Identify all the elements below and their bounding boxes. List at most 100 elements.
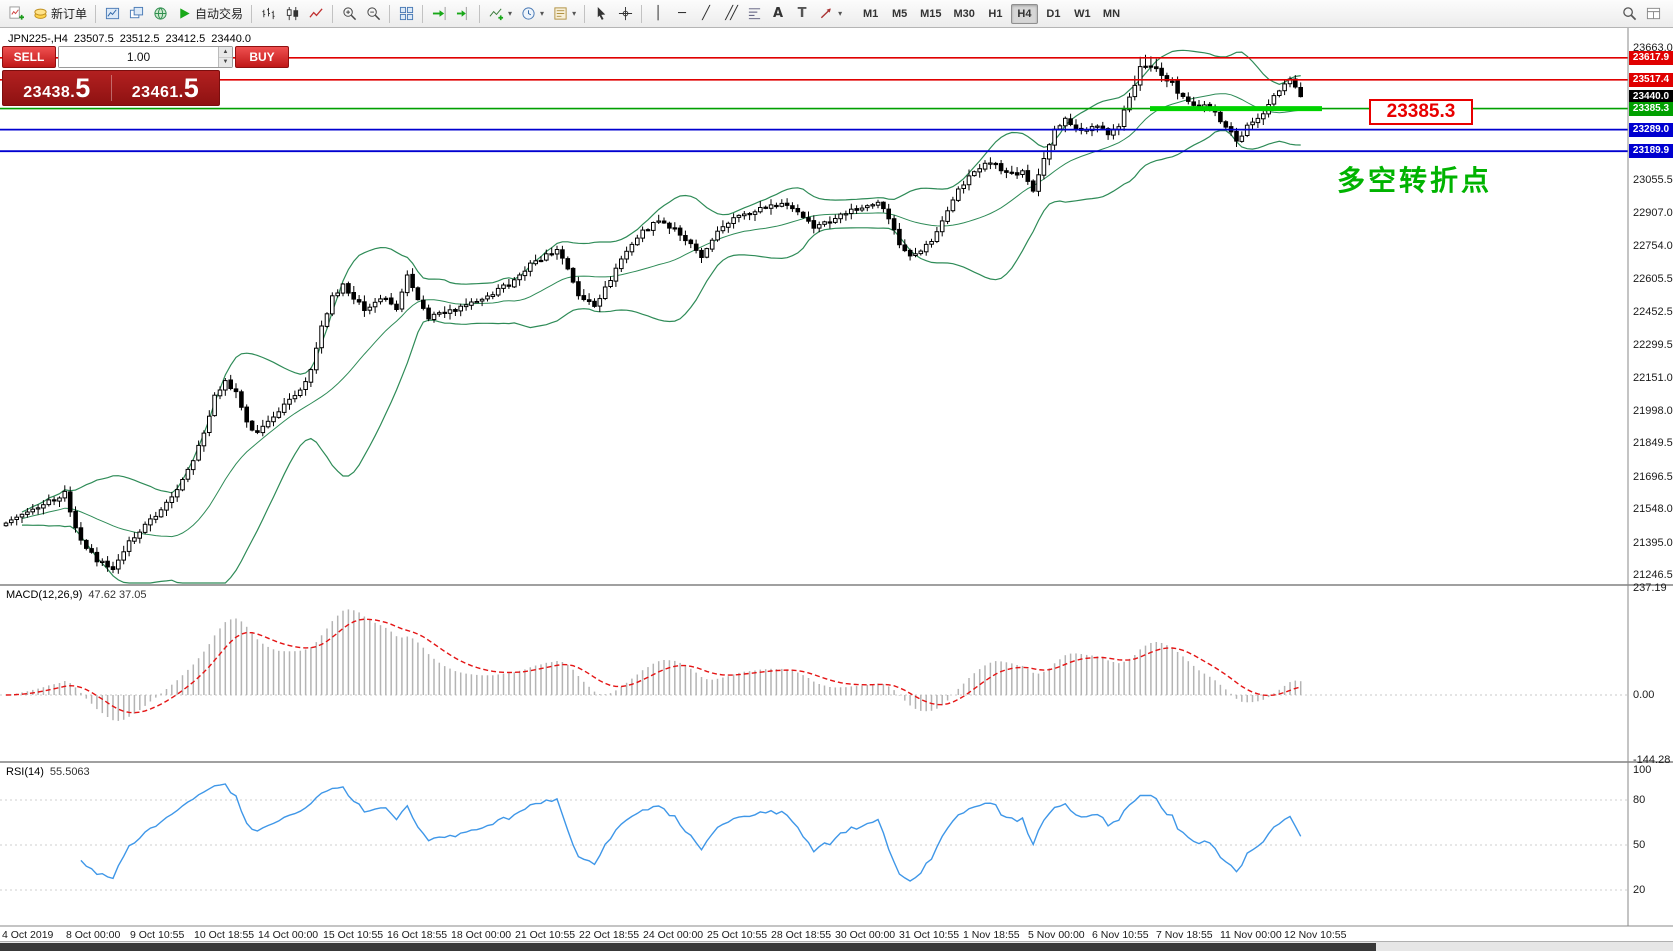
search-icon: [1621, 6, 1637, 22]
auto-scroll-button[interactable]: [427, 3, 451, 25]
toolbar-separator: [584, 4, 586, 23]
channel-icon: ╱╱: [725, 6, 738, 21]
chart-symbol-ohlc: JPN225-,H4 23507.5 23512.5 23412.5 23440.0: [8, 33, 257, 45]
label-icon: T: [797, 6, 807, 21]
chevron-down-icon: ▾: [838, 9, 843, 18]
chart-profiles-button[interactable]: [100, 3, 124, 25]
text-tool-button[interactable]: A: [766, 3, 790, 25]
trendline-icon: ╱: [702, 6, 710, 21]
cursor-icon: [593, 6, 609, 22]
scrollbar-thumb[interactable]: [0, 943, 1376, 951]
new-chart-button[interactable]: [4, 3, 28, 25]
sell-price: 23438.: [23, 84, 76, 101]
timeframe-m5-button[interactable]: M5: [891, 7, 908, 20]
symbol-name: JPN225-,H4: [8, 33, 68, 45]
toolbar: 新订单 自动交易 ▾ ▾ ▾ │ ─ ╱ ╱╱ A T ▾ M1 M5 M15 M30 H1 H4 D1 W1 MN: [0, 0, 1673, 28]
auto-trading-button[interactable]: 自动交易: [172, 3, 247, 25]
quote-panel[interactable]: 23438. 5 23461. 5: [2, 70, 220, 106]
timeframe-m1-button[interactable]: M1: [862, 7, 879, 20]
volume-decrease-button[interactable]: ▼: [219, 57, 232, 67]
trendline-tool-button[interactable]: ╱: [694, 3, 718, 25]
chevron-down-icon: ▾: [572, 9, 577, 18]
quote-divider: [110, 75, 112, 101]
layout-icon: [1645, 6, 1661, 22]
toolbar-separator: [251, 4, 253, 23]
chart-shift-button[interactable]: [451, 3, 475, 25]
horizontal-line-icon: ─: [678, 6, 686, 21]
auto-scroll-icon: [431, 6, 447, 22]
charts-layout-button[interactable]: [1641, 3, 1665, 25]
timeframe-m30-button[interactable]: M30: [953, 7, 975, 20]
volume-increase-button[interactable]: ▲: [219, 47, 232, 58]
cursor-tool-button[interactable]: [589, 3, 613, 25]
timeframe-h1-button[interactable]: H1: [988, 7, 1003, 20]
one-click-trading-panel: SELL ▲ ▼ BUY 23438.5 23461.5: [2, 46, 289, 106]
timeframe-m15-button[interactable]: M15: [920, 7, 942, 20]
templates-button[interactable]: ▾: [548, 3, 580, 25]
window-cascade-button[interactable]: [124, 3, 148, 25]
channel-tool-button[interactable]: ╱╱: [718, 3, 742, 25]
tile-windows-button[interactable]: [394, 3, 418, 25]
toolbar-separator: [389, 4, 391, 23]
line-chart-mode-button[interactable]: [304, 3, 328, 25]
buy-price-big-digit: 5: [183, 73, 199, 103]
price-annotation-box: 23385.3: [1369, 99, 1473, 125]
zoom-in-button[interactable]: [337, 3, 361, 25]
new-order-button[interactable]: 新订单: [28, 3, 91, 25]
sell-quote: 23438. 5: [3, 73, 111, 103]
macd-values: 47.62 37.05: [88, 589, 147, 601]
volume-spinner: ▲ ▼: [218, 47, 232, 67]
toolbar-separator: [422, 4, 424, 23]
fibonacci-tool-button[interactable]: [742, 3, 766, 25]
volume-input[interactable]: [59, 47, 218, 67]
timeframe-h4-button[interactable]: H4: [1010, 3, 1038, 24]
auto-trading-label: 自动交易: [195, 7, 244, 21]
ohlc-low: 23412.5: [165, 33, 206, 45]
template-icon: [552, 6, 568, 22]
sell-button[interactable]: SELL: [2, 46, 56, 68]
timeframe-mn-button[interactable]: MN: [1102, 7, 1121, 20]
macd-name: MACD(12,26,9): [6, 589, 83, 601]
label-tool-button[interactable]: T: [790, 3, 814, 25]
rsi-indicator-label: RSI(14) 55.5063: [6, 766, 90, 778]
shapes-icon: [818, 6, 834, 22]
play-icon: [176, 6, 192, 22]
vertical-line-icon: │: [654, 6, 662, 21]
zoom-in-icon: [341, 6, 357, 22]
vertical-line-tool-button[interactable]: │: [646, 3, 670, 25]
ohlc-open: 23507.5: [73, 33, 114, 45]
toolbar-separator: [95, 4, 97, 23]
periods-button[interactable]: ▾: [516, 3, 548, 25]
indicators-button[interactable]: ▾: [484, 3, 516, 25]
zoom-out-icon: [365, 6, 381, 22]
timeframe-d1-button[interactable]: D1: [1046, 7, 1061, 20]
timeframe-toolbar: M1 M5 M15 M30 H1 H4 D1 W1 MN: [856, 3, 1126, 24]
chart-shift-icon: [455, 6, 471, 22]
toolbar-separator: [641, 4, 643, 23]
rsi-value: 55.5063: [49, 766, 90, 778]
trade-panel-controls: SELL ▲ ▼ BUY: [2, 46, 289, 68]
search-button[interactable]: [1617, 3, 1641, 25]
market-overview-button[interactable]: [148, 3, 172, 25]
cascade-windows-icon: [128, 6, 144, 22]
chart-note-text: 多空转折点: [1337, 165, 1493, 196]
buy-button[interactable]: BUY: [235, 46, 289, 68]
chevron-down-icon: ▾: [508, 9, 513, 18]
ohlc-close: 23440.0: [211, 33, 251, 45]
toolbar-separator: [332, 4, 334, 23]
horizontal-line-tool-button[interactable]: ─: [670, 3, 694, 25]
volume-input-group: ▲ ▼: [58, 46, 233, 68]
text-icon: A: [773, 6, 784, 21]
chevron-down-icon: ▾: [540, 9, 545, 18]
candlesticks-icon: [284, 6, 300, 22]
globe-icon: [152, 6, 168, 22]
crosshair-tool-button[interactable]: [613, 3, 637, 25]
bar-chart-mode-button[interactable]: [256, 3, 280, 25]
buy-price: 23461.: [131, 84, 184, 101]
timeframe-w1-button[interactable]: W1: [1074, 7, 1091, 20]
candlestick-mode-button[interactable]: [280, 3, 304, 25]
zoom-out-button[interactable]: [361, 3, 385, 25]
shapes-tool-button[interactable]: ▾: [814, 3, 846, 25]
